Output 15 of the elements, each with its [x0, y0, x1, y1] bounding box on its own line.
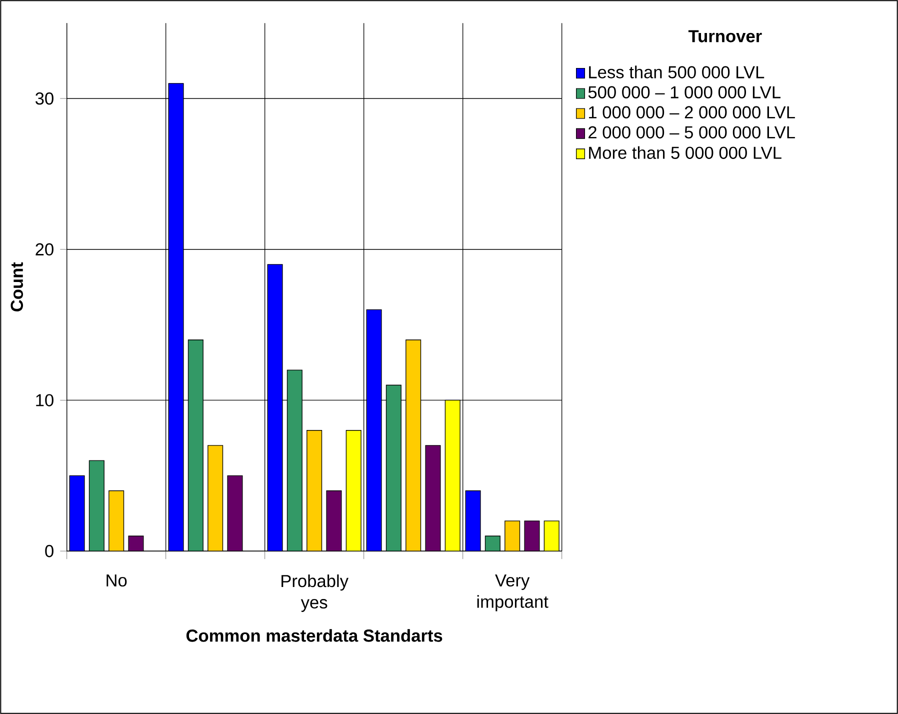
x-tick-label: Very important: [477, 574, 548, 612]
legend-title: Turnover: [688, 30, 762, 42]
legend-label: Less than 500 000 LVL: [589, 66, 764, 78]
y-axis-title: Count: [10, 262, 24, 312]
legend-label: 2 000 000 – 5 000 000 LVL: [588, 126, 795, 138]
x-axis-title: Common masterdata Standarts: [186, 629, 442, 642]
x-tick-label: Probably yes: [282, 574, 348, 612]
y-tick-label: 0: [45, 544, 54, 558]
y-tick-label: 10: [36, 394, 54, 406]
legend-label: 500 000 – 1 000 000 LVL: [588, 86, 780, 98]
legend-label: More than 5 000 000 LVL: [589, 146, 782, 159]
x-tick-label: No: [106, 574, 127, 587]
legend-label: 1 000 000 – 2 000 000 LVL: [588, 106, 795, 118]
y-tick-label: 30: [36, 92, 54, 105]
y-tick-label: 20: [36, 243, 54, 256]
